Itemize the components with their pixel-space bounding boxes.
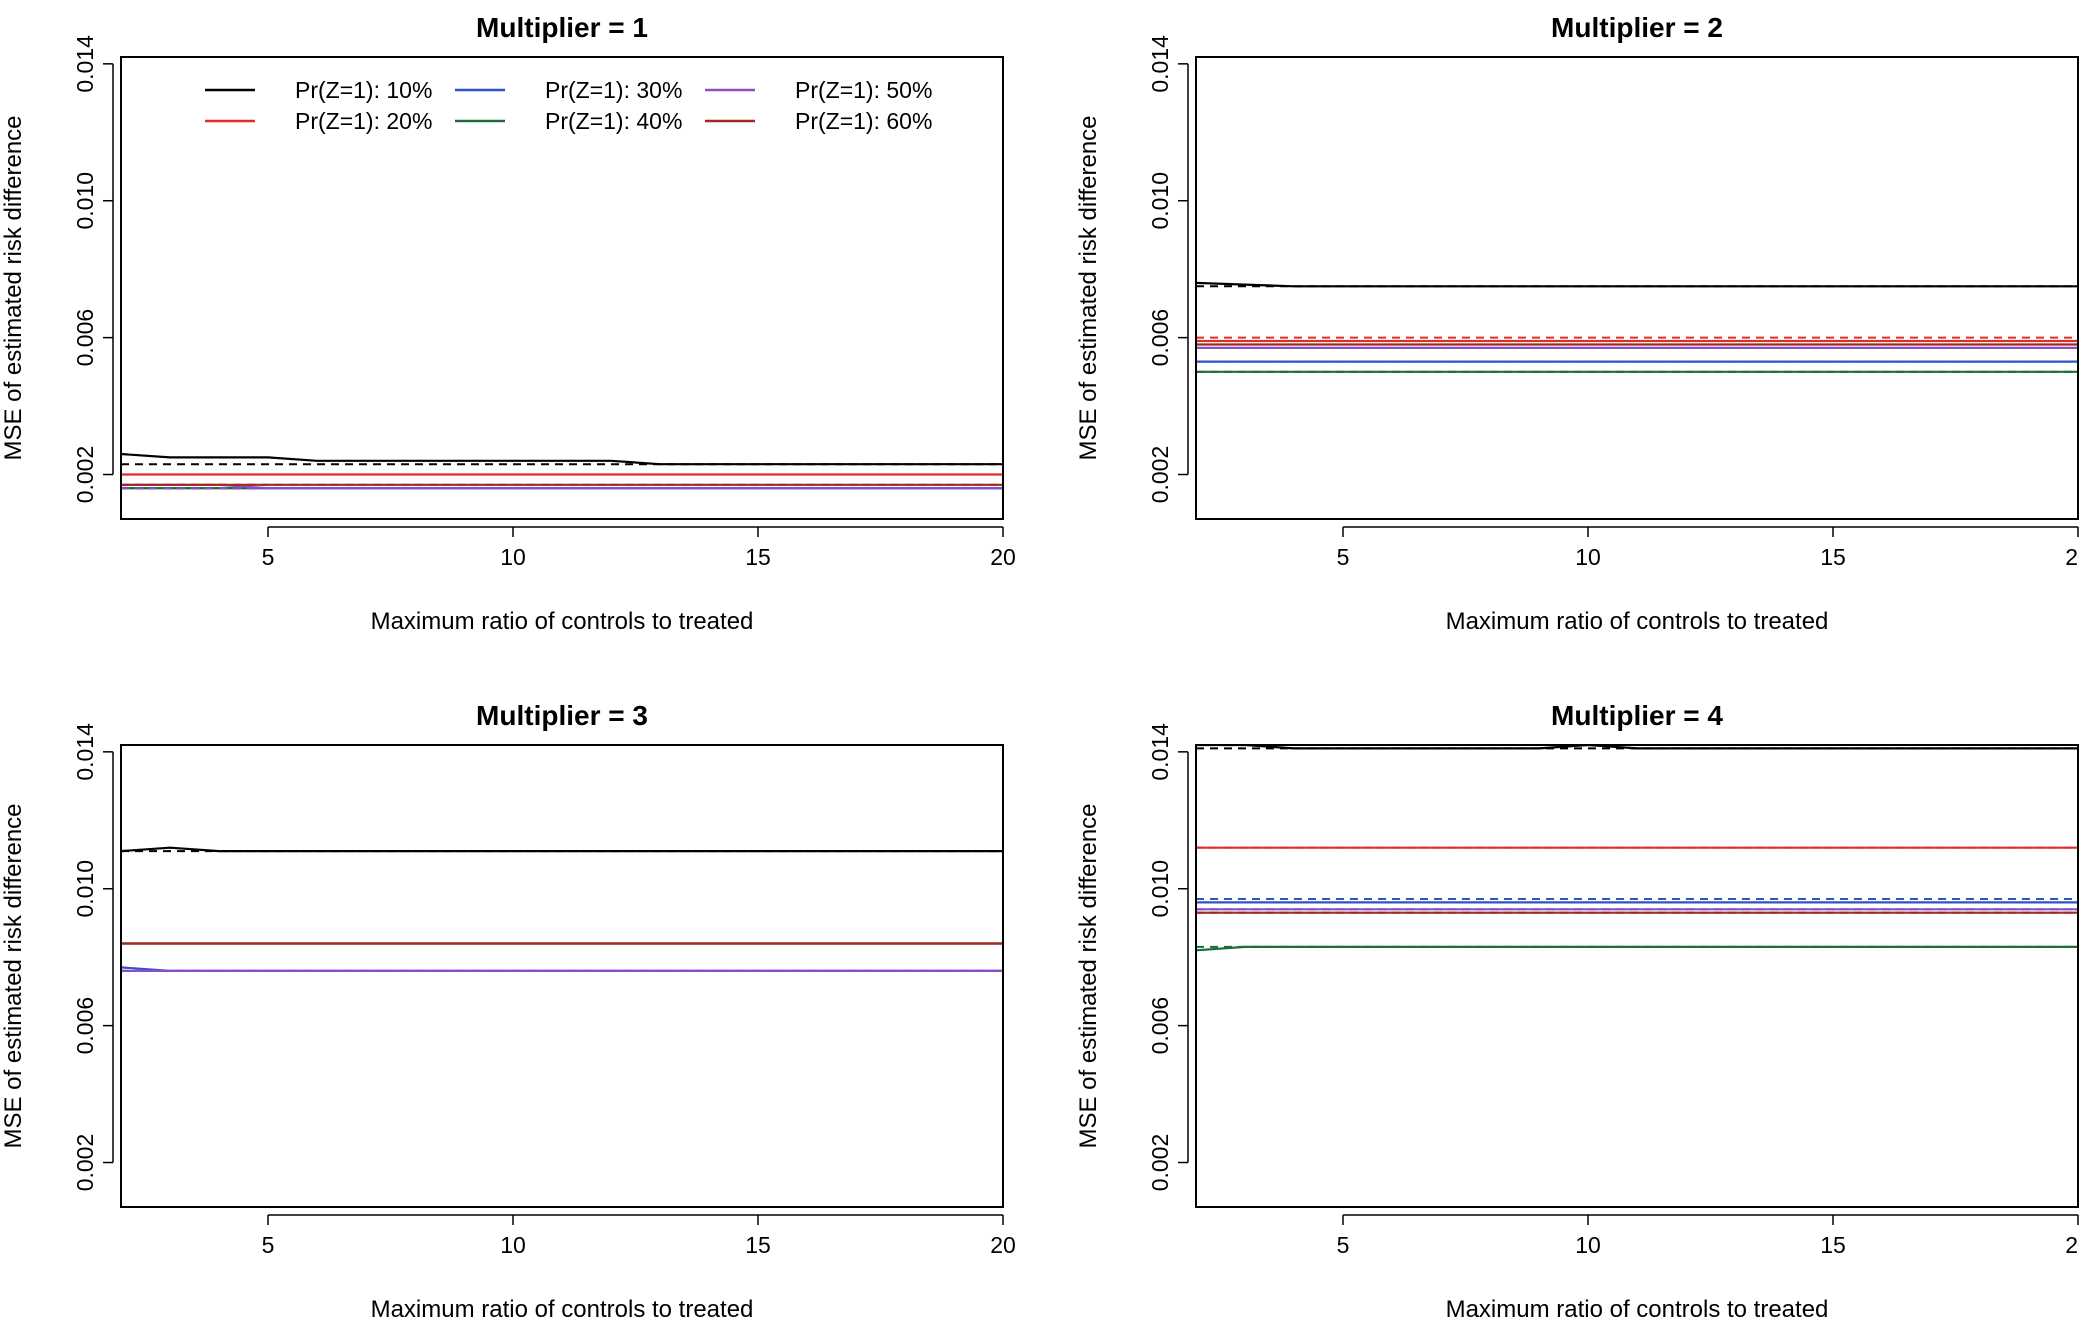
x-axis-label: Maximum ratio of controls to treated [1446, 608, 1829, 635]
plot-area [121, 452, 1003, 490]
x-tick-label: 15 [1820, 1232, 1846, 1258]
x-tick-label: 20 [2065, 544, 2079, 570]
series-line-1 [1196, 281, 2078, 288]
legend: Pr(Z=1): 10% Pr(Z=1): 20% Pr(Z=1): 30% Pr(Z… [205, 77, 932, 134]
x-tick-label: 15 [745, 544, 771, 570]
y-tick-label: 0.006 [1147, 309, 1173, 367]
x-tick-label: 20 [990, 544, 1016, 570]
x-tick-label: 20 [990, 1232, 1016, 1258]
series-line-5 [121, 483, 1003, 490]
panel-1: Multiplier = 1 5 10 15 20 Maximum ratio of co… [0, 12, 1016, 635]
chart-panels: Multiplier = 1 5 10 15 20 Maximum ratio of co… [0, 12, 2079, 1323]
y-tick-label: 0.002 [72, 1134, 98, 1192]
y-tick-label: 0.014 [72, 35, 98, 93]
series-line-1 [121, 846, 1003, 853]
x-tick-label: 5 [262, 544, 275, 570]
series-line-1 [1196, 745, 2078, 750]
x-tick-label: 5 [1337, 544, 1350, 570]
legend-label: Pr(Z=1): 10% [295, 77, 432, 103]
y-tick-label: 0.014 [1147, 35, 1173, 93]
plot-area [1196, 281, 2078, 373]
y-tick-label: 0.002 [1147, 1134, 1173, 1192]
x-axis-label: Maximum ratio of controls to treated [371, 1296, 754, 1323]
legend-label: Pr(Z=1): 30% [545, 77, 682, 103]
x-tick-label: 5 [262, 1232, 275, 1258]
y-axis-label: MSE of estimated risk difference [0, 803, 27, 1148]
y-tick-label: 0.002 [1147, 446, 1173, 504]
x-tick-label: 5 [1337, 1232, 1350, 1258]
y-axis-label: MSE of estimated risk difference [0, 115, 27, 460]
legend-item-1: Pr(Z=1): 10% [205, 77, 432, 103]
y-tick-label: 0.006 [72, 997, 98, 1055]
panel-3: Multiplier = 3 5 10 15 20 Maximum ratio of co… [0, 700, 1016, 1323]
x-axis-label: Maximum ratio of controls to treated [1446, 1296, 1829, 1323]
plot-frame [1195, 56, 2079, 520]
legend-label: Pr(Z=1): 40% [545, 108, 682, 134]
panel-4: Multiplier = 4 5 10 15 20 Maximum ratio of co… [1075, 700, 2079, 1323]
y-axis-label: MSE of estimated risk difference [1075, 803, 1102, 1148]
legend-label: Pr(Z=1): 60% [795, 108, 932, 134]
y-tick-label: 0.006 [1147, 997, 1173, 1055]
legend-label: Pr(Z=1): 50% [795, 77, 932, 103]
panel-2: Multiplier = 2 5 10 15 20 Maximum ratio of co… [1075, 12, 2079, 635]
y-tick-label: 0.010 [1147, 172, 1173, 230]
y-tick-label: 0.010 [72, 172, 98, 230]
x-tick-label: 10 [1575, 1232, 1601, 1258]
x-tick-label: 10 [1575, 544, 1601, 570]
panel-title: Multiplier = 4 [1551, 700, 1723, 731]
panel-title: Multiplier = 3 [476, 700, 648, 731]
plot-area [1196, 745, 2078, 952]
y-tick-label: 0.014 [1147, 723, 1173, 781]
legend-label: Pr(Z=1): 20% [295, 108, 432, 134]
y-tick-label: 0.006 [72, 309, 98, 367]
plot-frame [120, 744, 1004, 1208]
x-tick-label: 15 [1820, 544, 1846, 570]
panel-title: Multiplier = 2 [1551, 12, 1723, 43]
legend-item-6: Pr(Z=1): 60% [705, 108, 932, 134]
x-tick-label: 10 [500, 544, 526, 570]
y-tick-label: 0.014 [72, 723, 98, 781]
plot-frame [120, 56, 1004, 520]
legend-item-5: Pr(Z=1): 50% [705, 77, 932, 103]
legend-item-3: Pr(Z=1): 30% [455, 77, 682, 103]
plot-frame [1195, 744, 2079, 1208]
series-line-1 [121, 452, 1003, 466]
x-tick-label: 20 [2065, 1232, 2079, 1258]
legend-item-4: Pr(Z=1): 40% [455, 108, 682, 134]
y-axis-label: MSE of estimated risk difference [1075, 115, 1102, 460]
panel-title: Multiplier = 1 [476, 12, 648, 43]
y-tick-label: 0.010 [72, 860, 98, 918]
x-tick-label: 10 [500, 1232, 526, 1258]
legend-item-2: Pr(Z=1): 20% [205, 108, 432, 134]
plot-area [121, 846, 1003, 973]
x-tick-label: 15 [745, 1232, 771, 1258]
y-tick-label: 0.002 [72, 446, 98, 504]
x-axis-label: Maximum ratio of controls to treated [371, 608, 754, 635]
y-tick-label: 0.010 [1147, 860, 1173, 918]
series-line-4 [1196, 945, 2078, 952]
